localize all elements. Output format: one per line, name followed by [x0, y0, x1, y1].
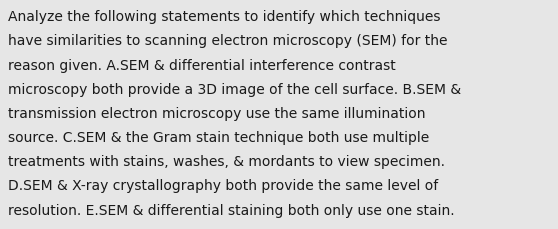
Text: D.SEM & X-ray crystallography both provide the same level of: D.SEM & X-ray crystallography both provi… — [8, 179, 439, 193]
Text: transmission electron microscopy use the same illumination: transmission electron microscopy use the… — [8, 106, 426, 120]
Text: have similarities to scanning electron microscopy (SEM) for the: have similarities to scanning electron m… — [8, 34, 448, 48]
Text: reason given. A.SEM & differential interference contrast: reason given. A.SEM & differential inter… — [8, 58, 396, 72]
Text: treatments with stains, washes, & mordants to view specimen.: treatments with stains, washes, & mordan… — [8, 155, 445, 169]
Text: source. C.SEM & the Gram stain technique both use multiple: source. C.SEM & the Gram stain technique… — [8, 131, 430, 144]
Text: resolution. E.SEM & differential staining both only use one stain.: resolution. E.SEM & differential stainin… — [8, 203, 455, 217]
Text: microscopy both provide a 3D image of the cell surface. B.SEM &: microscopy both provide a 3D image of th… — [8, 82, 461, 96]
Text: Analyze the following statements to identify which techniques: Analyze the following statements to iden… — [8, 10, 441, 24]
